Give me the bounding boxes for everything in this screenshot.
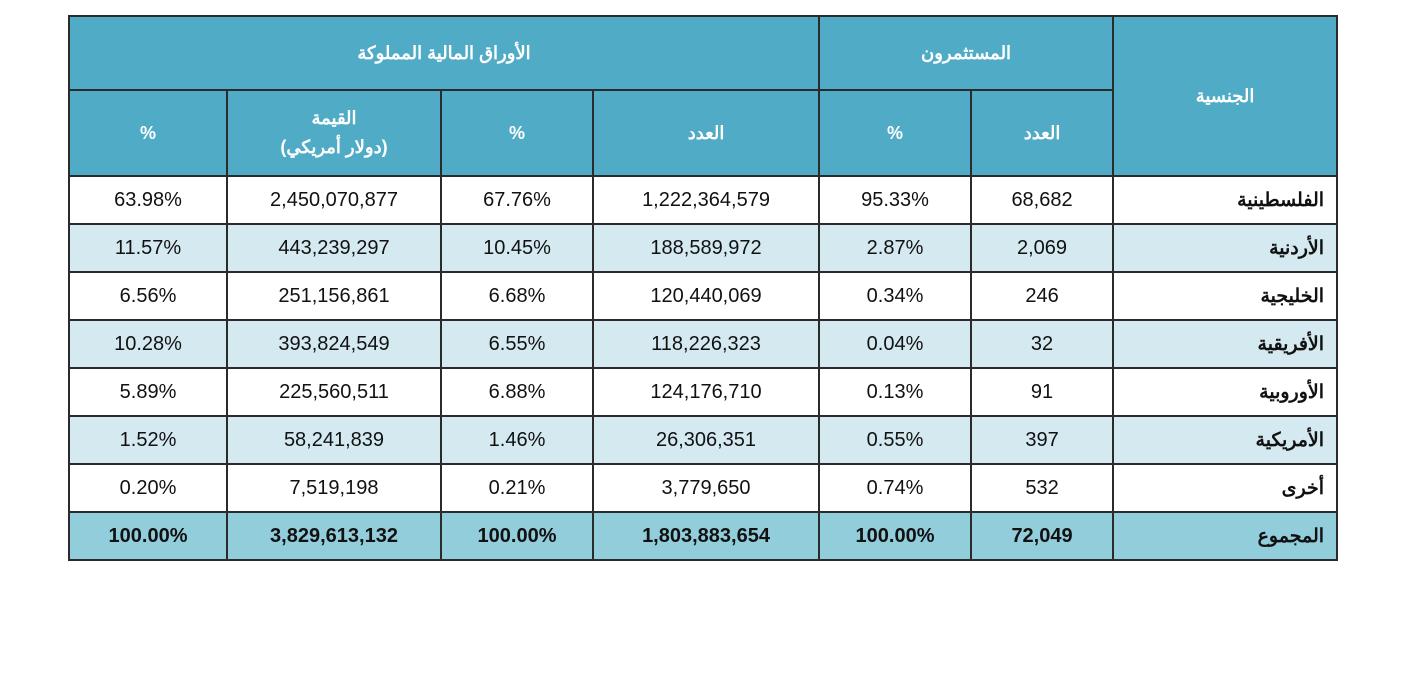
- cell-nationality: أخرى: [1112, 463, 1339, 513]
- table-row: 6.56% 251,156,861 6.68% 120,440,069 0.34% 246…: [68, 271, 1339, 321]
- cell-investors-count: 68,682: [970, 175, 1115, 225]
- cell-sec-count: 118,226,323: [591, 319, 821, 369]
- cell-value-pct: 6.56%: [68, 271, 228, 321]
- cell-value: 225,560,511: [226, 367, 442, 417]
- cell-investors-count: 32: [970, 319, 1115, 369]
- cell-sec-count-pct: 6.55%: [440, 319, 594, 369]
- count-percent-header: %: [440, 89, 594, 177]
- cell-investors-count: 397: [970, 415, 1115, 465]
- securities-count-header: العدد: [591, 89, 821, 177]
- cell-investors-count: 246: [970, 271, 1115, 321]
- cell-sec-count: 1,803,883,654: [591, 511, 821, 561]
- cell-value: 7,519,198: [226, 463, 442, 513]
- cell-investors-pct: 0.34%: [818, 271, 973, 321]
- table-row: 5.89% 225,560,511 6.88% 124,176,710 0.13% 91 ا…: [68, 367, 1339, 417]
- total-row: 100.00% 3,829,613,132 100.00% 1,803,883,654…: [68, 511, 1339, 561]
- cell-value: 251,156,861: [226, 271, 442, 321]
- cell-investors-pct: 2.87%: [818, 223, 973, 273]
- cell-investors-pct: 0.55%: [818, 415, 973, 465]
- cell-value-pct: 10.28%: [68, 319, 228, 369]
- table-row: 10.28% 393,824,549 6.55% 118,226,323 0.04% 32…: [68, 319, 1339, 369]
- cell-nationality: الأردنية: [1112, 223, 1339, 273]
- cell-sec-count: 1,222,364,579: [591, 175, 821, 225]
- cell-sec-count: 120,440,069: [591, 271, 821, 321]
- cell-investors-pct: 100.00%: [818, 511, 973, 561]
- value-header: القيمة (دولار أمريكي): [226, 89, 442, 177]
- cell-nationality: الأمريكية: [1112, 415, 1339, 465]
- nationality-header: الجنسية: [1112, 15, 1339, 177]
- cell-value: 443,239,297: [226, 223, 442, 273]
- cell-nationality: المجموع: [1112, 511, 1339, 561]
- securities-header: الأوراق المالية المملوكة: [67, 15, 821, 91]
- cell-sec-count-pct: 67.76%: [440, 175, 594, 225]
- cell-investors-pct: 95.33%: [818, 175, 973, 225]
- cell-investors-pct: 0.04%: [818, 319, 973, 369]
- cell-sec-count-pct: 100.00%: [440, 511, 594, 561]
- table-row: 63.98% 2,450,070,877 67.76% 1,222,364,579 95…: [68, 175, 1339, 225]
- cell-sec-count-pct: 1.46%: [440, 415, 594, 465]
- cell-investors-count: 91: [970, 367, 1115, 417]
- cell-value: 3,829,613,132: [226, 511, 442, 561]
- nationality-securities-table: الأوراق المالية المملوكة المستثمرون الجن…: [67, 15, 1339, 561]
- cell-sec-count: 188,589,972: [591, 223, 821, 273]
- cell-value-pct: 63.98%: [68, 175, 228, 225]
- investors-header: المستثمرون: [818, 15, 1115, 91]
- value-header-line1: القيمة: [311, 108, 357, 128]
- cell-sec-count: 26,306,351: [591, 415, 821, 465]
- value-percent-header: %: [68, 89, 228, 177]
- investors-count-header: العدد: [970, 89, 1115, 177]
- cell-nationality: الفلسطينية: [1112, 175, 1339, 225]
- cell-sec-count-pct: 6.68%: [440, 271, 594, 321]
- cell-value-pct: 1.52%: [68, 415, 228, 465]
- cell-sec-count-pct: 6.88%: [440, 367, 594, 417]
- cell-investors-pct: 0.13%: [818, 367, 973, 417]
- cell-value: 393,824,549: [226, 319, 442, 369]
- investors-percent-header: %: [818, 89, 973, 177]
- cell-value: 58,241,839: [226, 415, 442, 465]
- cell-nationality: الأوروبية: [1112, 367, 1339, 417]
- cell-sec-count-pct: 0.21%: [440, 463, 594, 513]
- table-row: 0.20% 7,519,198 0.21% 3,779,650 0.74% 532 أخرى: [68, 463, 1339, 513]
- cell-value-pct: 5.89%: [68, 367, 228, 417]
- cell-nationality: الأفريقية: [1112, 319, 1339, 369]
- cell-nationality: الخليجية: [1112, 271, 1339, 321]
- cell-value-pct: 0.20%: [68, 463, 228, 513]
- value-header-line2: (دولار أمريكي): [280, 137, 388, 157]
- cell-value: 2,450,070,877: [226, 175, 442, 225]
- table-row: 1.52% 58,241,839 1.46% 26,306,351 0.55% 397 ال…: [68, 415, 1339, 465]
- cell-sec-count: 3,779,650: [591, 463, 821, 513]
- table-row: 11.57% 443,239,297 10.45% 188,589,972 2.87% 2…: [68, 223, 1339, 273]
- cell-value-pct: 100.00%: [68, 511, 228, 561]
- cell-investors-count: 2,069: [970, 223, 1115, 273]
- cell-sec-count: 124,176,710: [591, 367, 821, 417]
- cell-investors-count: 72,049: [970, 511, 1115, 561]
- cell-sec-count-pct: 10.45%: [440, 223, 594, 273]
- cell-investors-count: 532: [970, 463, 1115, 513]
- cell-investors-pct: 0.74%: [818, 463, 973, 513]
- cell-value-pct: 11.57%: [68, 223, 228, 273]
